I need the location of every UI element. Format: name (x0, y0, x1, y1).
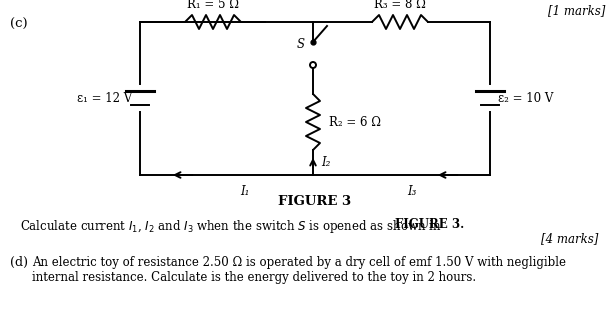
Text: FIGURE 3: FIGURE 3 (278, 195, 351, 208)
Text: R₂ = 6 Ω: R₂ = 6 Ω (329, 116, 381, 129)
Text: [4 marks]: [4 marks] (541, 232, 598, 245)
Text: Calculate current $I_1$, $I_2$ and $I_3$ when the switch $S$ is opened as shown : Calculate current $I_1$, $I_2$ and $I_3$… (20, 218, 442, 235)
Text: (d): (d) (10, 256, 28, 269)
Text: ε₂ = 10 V: ε₂ = 10 V (498, 91, 553, 104)
Text: S: S (297, 38, 305, 51)
Text: (c): (c) (10, 18, 27, 31)
Text: [1 marks]: [1 marks] (548, 4, 605, 17)
Text: internal resistance. Calculate is the energy delivered to the toy in 2 hours.: internal resistance. Calculate is the en… (32, 271, 476, 284)
Text: ε₁ = 12 V: ε₁ = 12 V (77, 91, 132, 104)
Text: I₁: I₁ (240, 185, 250, 198)
Text: An electric toy of resistance 2.50 Ω is operated by a dry cell of emf 1.50 V wit: An electric toy of resistance 2.50 Ω is … (32, 256, 566, 269)
Text: FIGURE 3.: FIGURE 3. (395, 218, 465, 231)
Text: I₂: I₂ (321, 157, 330, 170)
Text: I₃: I₃ (407, 185, 416, 198)
Text: R₁ = 5 Ω: R₁ = 5 Ω (187, 0, 239, 11)
Text: R₃ = 8 Ω: R₃ = 8 Ω (374, 0, 426, 11)
